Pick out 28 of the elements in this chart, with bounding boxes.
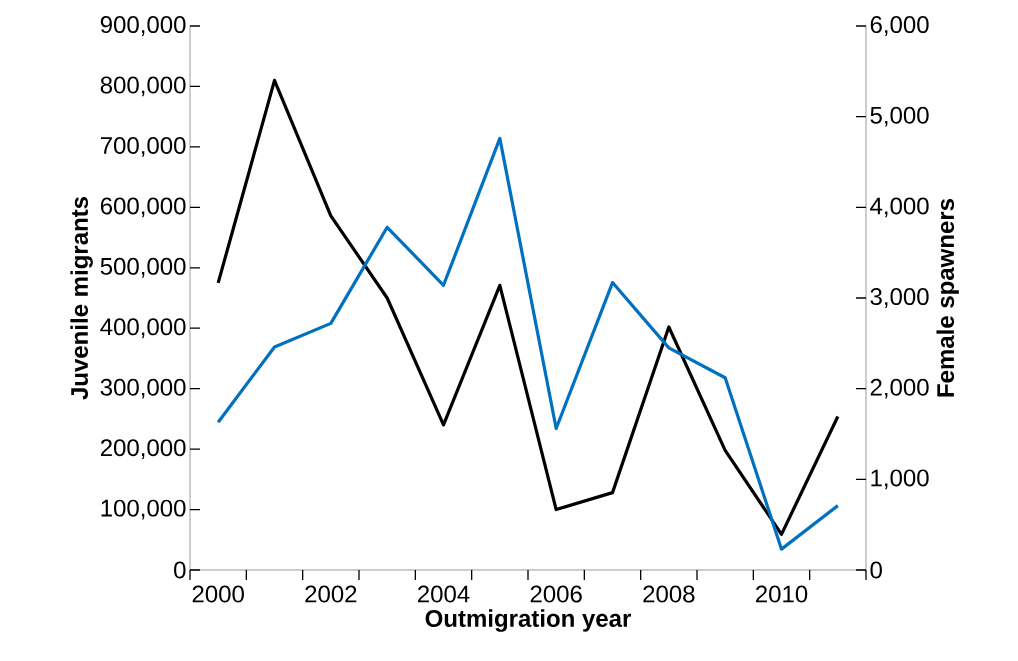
line-series <box>216 136 840 551</box>
y2-axis-title: Female spawners <box>936 198 959 397</box>
y2-tick-label: 1,000 <box>871 469 929 490</box>
y2-tick-label: 3,000 <box>870 288 929 308</box>
y-tick-label: 400,000 <box>100 318 186 339</box>
y-tick-label: 600,000 <box>100 197 186 218</box>
x-tick-label: 2000 <box>192 585 244 603</box>
y-tick-label: 300,000 <box>100 378 186 399</box>
x-tick-label: 2008 <box>643 585 695 603</box>
x-tick-label: 2006 <box>530 585 582 603</box>
y2-tick-label: 5,000 <box>870 106 929 127</box>
y2-tick-label: 0 <box>870 561 882 579</box>
x-tick-label: 2004 <box>418 585 470 603</box>
x-axis-title: Outmigration year <box>425 609 631 632</box>
y-tick-label: 100,000 <box>101 499 186 520</box>
y-tick-label: 700,000 <box>100 136 186 157</box>
y-tick-label: 900,000 <box>100 16 186 36</box>
y2-tick-label: 6,000 <box>870 16 929 36</box>
y-tick-label: 0 <box>174 561 186 579</box>
x-tick-label: 2010 <box>756 585 808 603</box>
y-tick-label: 500,000 <box>100 257 186 278</box>
x-tick-label: 2002 <box>305 585 357 603</box>
y-tick-label: 800,000 <box>100 76 186 97</box>
y-tick-label: 200,000 <box>100 439 186 460</box>
line-series <box>216 78 840 536</box>
y-axis-title: Juvenile migrants <box>70 196 93 400</box>
y2-tick-label: 4,000 <box>870 197 929 218</box>
y2-tick-label: 2,000 <box>870 378 929 399</box>
